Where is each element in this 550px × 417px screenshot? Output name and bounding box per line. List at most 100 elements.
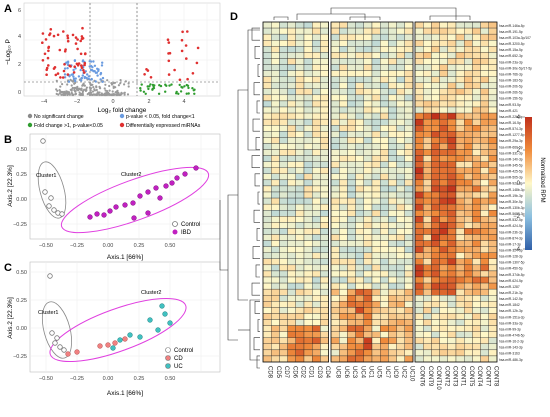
heatmap-cell [380, 70, 389, 77]
heatmap-cell [455, 118, 465, 126]
heatmap-cell [271, 82, 280, 89]
heatmap-cell [380, 88, 389, 96]
heatmap-cell [355, 301, 364, 308]
volcano-point-ns [118, 93, 121, 96]
heatmap-cell [279, 270, 288, 278]
heatmap-cell [455, 234, 465, 241]
heatmap-cell [488, 222, 498, 229]
heatmap-cell [287, 210, 296, 217]
heatmap-cell [404, 307, 414, 314]
heatmap-cell [431, 252, 440, 259]
heatmap-cell [262, 216, 272, 223]
heatmap-cell [262, 210, 272, 217]
heatmap-cell [455, 161, 465, 168]
heatmap-cell [363, 100, 373, 108]
heatmap-cell [488, 313, 498, 320]
heatmap-cell [330, 58, 340, 65]
heatmap-cell [295, 185, 305, 193]
heatmap-cell [439, 58, 448, 65]
heatmap-cell [423, 258, 432, 266]
heatmap-cell [439, 173, 448, 181]
heatmap-cell [320, 179, 329, 187]
heatmap-cell [355, 94, 364, 102]
heatmap-cell [480, 21, 489, 29]
heatmap-cell [363, 355, 373, 363]
heatmap-cell [455, 270, 465, 278]
volcano-x-tick: 2 [147, 99, 150, 105]
heatmap-cell [404, 52, 414, 59]
heatmap-cell [472, 40, 481, 47]
heatmap-cell [423, 337, 432, 344]
heatmap-cell [431, 197, 440, 205]
heatmap-cell [396, 295, 405, 302]
heatmap-cell [330, 216, 340, 223]
heatmap-cell [330, 88, 340, 96]
heatmap-cell [339, 258, 348, 266]
volcano-point-blue [80, 79, 83, 82]
heatmap-cell [455, 325, 465, 332]
pcoa-x-tick: 0.25 [134, 376, 145, 382]
heatmap-cell [388, 137, 397, 144]
heatmap-cell [262, 46, 272, 53]
volcano-point-green [152, 85, 155, 88]
heatmap-cell [404, 173, 414, 181]
volcano-x-tick: 0 [111, 99, 114, 105]
heatmap-cell [455, 210, 465, 217]
volcano-point-blue [88, 60, 91, 63]
heatmap-column-label: CD3 [316, 366, 322, 379]
volcano-x-axis-label: Log₂ fold change [98, 107, 147, 114]
heatmap-cell [380, 295, 389, 302]
pcoa-c-uc-point [162, 311, 168, 317]
pcoa-c-legend-marker [165, 363, 171, 369]
heatmap-cell [262, 106, 272, 114]
panel-d: D hsa-miR-146a-5phsa-miR-191-5phsa-miR-1… [219, 7, 545, 390]
heatmap-cell [488, 106, 498, 114]
heatmap-cell [423, 40, 432, 47]
heatmap-cell [388, 240, 397, 247]
heatmap-cell [271, 112, 280, 120]
heatmap-cell [271, 70, 280, 77]
heatmap-cell [480, 216, 489, 223]
heatmap-cell [371, 325, 381, 332]
heatmap-cell [464, 100, 473, 108]
heatmap-cell [464, 33, 473, 41]
heatmap-cell [439, 337, 448, 344]
heatmap-cell [295, 112, 305, 120]
heatmap-cell [431, 276, 440, 284]
heatmap-cell [439, 270, 448, 278]
heatmap-cell [423, 325, 432, 332]
heatmap-cell [404, 64, 414, 71]
heatmap-cell [320, 258, 329, 266]
heatmap-cell [455, 149, 465, 156]
heatmap-cell [303, 258, 313, 266]
volcano-point-ns [124, 80, 127, 83]
heatmap-cell [287, 185, 296, 193]
heatmap-cell [320, 70, 329, 77]
volcano-point-ns [89, 84, 92, 87]
pcoa-b-control-point [40, 138, 46, 144]
heatmap-cell [472, 222, 481, 229]
heatmap-cell [371, 258, 381, 266]
volcano-point-blue [72, 68, 75, 72]
heatmap-cell [287, 167, 296, 174]
heatmap-cell [355, 137, 364, 144]
dendrogram-branch [256, 355, 260, 369]
heatmap-cell [380, 343, 389, 351]
heatmap-cell [271, 46, 280, 53]
heatmap-cell [455, 27, 465, 35]
heatmap-cell [396, 52, 405, 59]
heatmap-cell [396, 149, 405, 156]
heatmap-cell [388, 228, 397, 235]
volcano-point-blue [90, 78, 93, 81]
heatmap-cell [262, 21, 272, 29]
heatmap-cell [447, 52, 457, 59]
volcano-y-tick: 4 [18, 34, 21, 40]
heatmap-cell [339, 149, 348, 156]
heatmap-cell [380, 58, 389, 65]
heatmap-cell [404, 46, 414, 53]
heatmap-cell [371, 337, 381, 344]
heatmap-cell [488, 258, 498, 266]
heatmap-cell [431, 228, 440, 235]
heatmap-cell [480, 222, 489, 229]
heatmap-cell [355, 88, 364, 96]
